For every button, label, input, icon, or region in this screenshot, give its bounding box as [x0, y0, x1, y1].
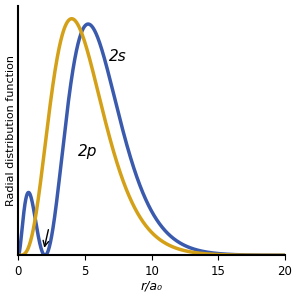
Y-axis label: Radial distribution function: Radial distribution function	[6, 55, 15, 206]
X-axis label: r/a₀: r/a₀	[141, 280, 163, 292]
Text: 2p: 2p	[78, 144, 98, 159]
Text: 2s: 2s	[109, 49, 127, 64]
